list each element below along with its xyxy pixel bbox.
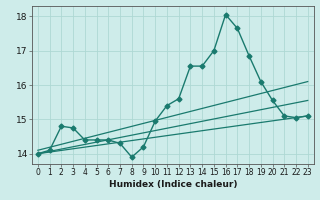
X-axis label: Humidex (Indice chaleur): Humidex (Indice chaleur)	[108, 180, 237, 189]
